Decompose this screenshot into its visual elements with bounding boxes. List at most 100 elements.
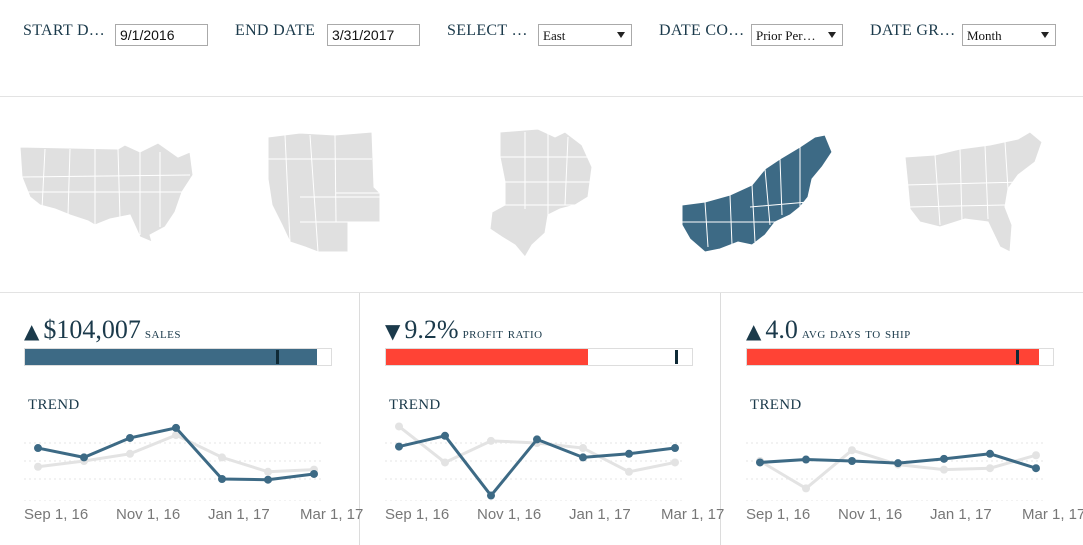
prior-period-point[interactable]: [172, 431, 180, 440]
prior-period-point[interactable]: [579, 444, 587, 453]
current-period-point[interactable]: [986, 449, 994, 458]
start-date-filter: START D…: [23, 22, 105, 40]
prior-period-point[interactable]: [487, 436, 495, 445]
x-tick-label: Sep 1, 16: [24, 506, 89, 523]
kpi-name: PROFIT RATIO: [462, 326, 543, 342]
x-tick-label: Nov 1, 16: [838, 506, 903, 523]
kpi-panel-avg-days-to-ship: ▲ 4.0 AVG DAYS TO SHIP TREND Sep 1, 16 Nov …: [746, 293, 1083, 545]
prior-period-point[interactable]: [986, 464, 994, 473]
prior-period-point[interactable]: [264, 467, 272, 476]
select-region-dropdown[interactable]: East: [538, 24, 632, 46]
kpi-reference-marker: [275, 350, 279, 364]
trend-arrow-icon: ▼: [385, 319, 401, 343]
current-period-point[interactable]: [310, 469, 318, 478]
kpi-name: SALES: [144, 326, 182, 342]
x-tick-label: Sep 1, 16: [746, 506, 811, 523]
kpi-value: 4.0: [765, 315, 798, 344]
prior-period-point[interactable]: [802, 484, 810, 493]
kpi-progress-bar: [24, 348, 332, 366]
kpi-reference-marker: [675, 350, 679, 364]
map-all-regions[interactable]: [19, 142, 194, 243]
kpi-header: ▲ 4.0 AVG DAYS TO SHIP: [746, 315, 911, 345]
trend-label: TREND: [28, 397, 80, 413]
current-period-point[interactable]: [218, 475, 226, 483]
date-granularity-filter: DATE GR…: [870, 22, 956, 40]
select-region-value: East: [543, 28, 566, 43]
trend-line-chart: [746, 442, 1046, 501]
x-tick-label: Mar 1, 17: [661, 506, 725, 523]
select-region-label: SELECT …: [447, 22, 528, 39]
prior-period-line: [37, 433, 315, 474]
date-granularity-value: Month: [967, 28, 1002, 43]
current-period-point[interactable]: [894, 459, 902, 468]
map-west-region[interactable]: [267, 131, 381, 253]
current-period-point[interactable]: [172, 423, 180, 432]
prior-period-point[interactable]: [671, 458, 679, 467]
current-period-point[interactable]: [625, 449, 633, 458]
current-period-point[interactable]: [126, 433, 134, 442]
current-period-point[interactable]: [533, 435, 541, 444]
end-date-label: END DATE: [235, 22, 316, 39]
current-period-point[interactable]: [1032, 464, 1040, 473]
date-comparison-filter: DATE CO…: [659, 22, 745, 40]
current-period-point[interactable]: [264, 475, 272, 484]
prior-period-point[interactable]: [1032, 451, 1040, 460]
panel-divider: [359, 293, 360, 545]
prior-period-point[interactable]: [848, 446, 856, 455]
current-period-point[interactable]: [579, 453, 587, 462]
filter-bar: START D… 9/1/2016 END DATE 3/31/2017 SEL…: [0, 0, 1083, 97]
kpi-panel-sales: ▲ $104,007 SALES TREND Sep 1, 16 Nov 1, 16 J…: [24, 293, 363, 545]
x-tick-label: Nov 1, 16: [116, 506, 181, 523]
x-tick-label: Mar 1, 17: [300, 506, 364, 523]
chevron-down-icon: [828, 32, 836, 38]
prior-period-point[interactable]: [625, 467, 633, 476]
current-period-point[interactable]: [80, 453, 88, 462]
prior-period-point[interactable]: [218, 453, 226, 462]
date-comparison-value: Prior Per…: [756, 28, 816, 43]
current-period-point[interactable]: [441, 431, 449, 440]
start-date-label: START D…: [23, 22, 106, 39]
trend-arrow-icon: ▲: [24, 319, 40, 343]
kpi-bar-fill: [386, 349, 588, 365]
map-south-region[interactable]: [904, 131, 1043, 253]
current-period-point[interactable]: [487, 491, 495, 500]
kpi-section: ▲ $104,007 SALES TREND Sep 1, 16 Nov 1, 16 J…: [0, 293, 1083, 545]
kpi-reference-marker: [1016, 350, 1020, 364]
current-period-point[interactable]: [848, 457, 856, 465]
chevron-down-icon: [1041, 32, 1049, 38]
trend-label: TREND: [750, 397, 802, 413]
x-tick-label: Nov 1, 16: [477, 506, 542, 523]
kpi-progress-bar: [385, 348, 693, 366]
chevron-down-icon: [617, 32, 625, 38]
kpi-value: 9.2%: [404, 315, 459, 344]
prior-period-point[interactable]: [940, 465, 948, 474]
date-comparison-label: DATE CO…: [659, 22, 745, 39]
kpi-header: ▼ 9.2% PROFIT RATIO: [385, 315, 543, 345]
map-east-region[interactable]: [681, 134, 833, 253]
prior-period-point[interactable]: [126, 449, 134, 458]
date-granularity-label: DATE GR…: [870, 22, 956, 39]
kpi-bar-fill: [747, 349, 1040, 365]
kpi-value: $104,007: [43, 315, 141, 344]
x-tick-label: Mar 1, 17: [1022, 506, 1083, 523]
region-map-strip: [0, 97, 1083, 293]
current-period-point[interactable]: [756, 458, 764, 467]
prior-period-point[interactable]: [34, 462, 42, 471]
current-period-point[interactable]: [395, 442, 403, 451]
prior-period-point[interactable]: [441, 458, 449, 467]
end-date-input[interactable]: 3/31/2017: [327, 24, 420, 46]
kpi-name: AVG DAYS TO SHIP: [801, 326, 911, 342]
panel-divider: [720, 293, 721, 545]
prior-period-point[interactable]: [395, 422, 403, 431]
current-period-point[interactable]: [802, 455, 810, 464]
x-tick-label: Sep 1, 16: [385, 506, 450, 523]
date-comparison-dropdown[interactable]: Prior Per…: [751, 24, 843, 46]
kpi-panel-profit-ratio: ▼ 9.2% PROFIT RATIO TREND Sep 1, 16 Nov 1, …: [385, 293, 724, 545]
current-period-point[interactable]: [671, 444, 679, 453]
date-granularity-dropdown[interactable]: Month: [962, 24, 1056, 46]
current-period-point[interactable]: [940, 454, 948, 463]
start-date-input[interactable]: 9/1/2016: [115, 24, 208, 46]
kpi-header: ▲ $104,007 SALES: [24, 315, 181, 345]
current-period-point[interactable]: [34, 444, 42, 453]
map-central-region[interactable]: [489, 128, 593, 258]
